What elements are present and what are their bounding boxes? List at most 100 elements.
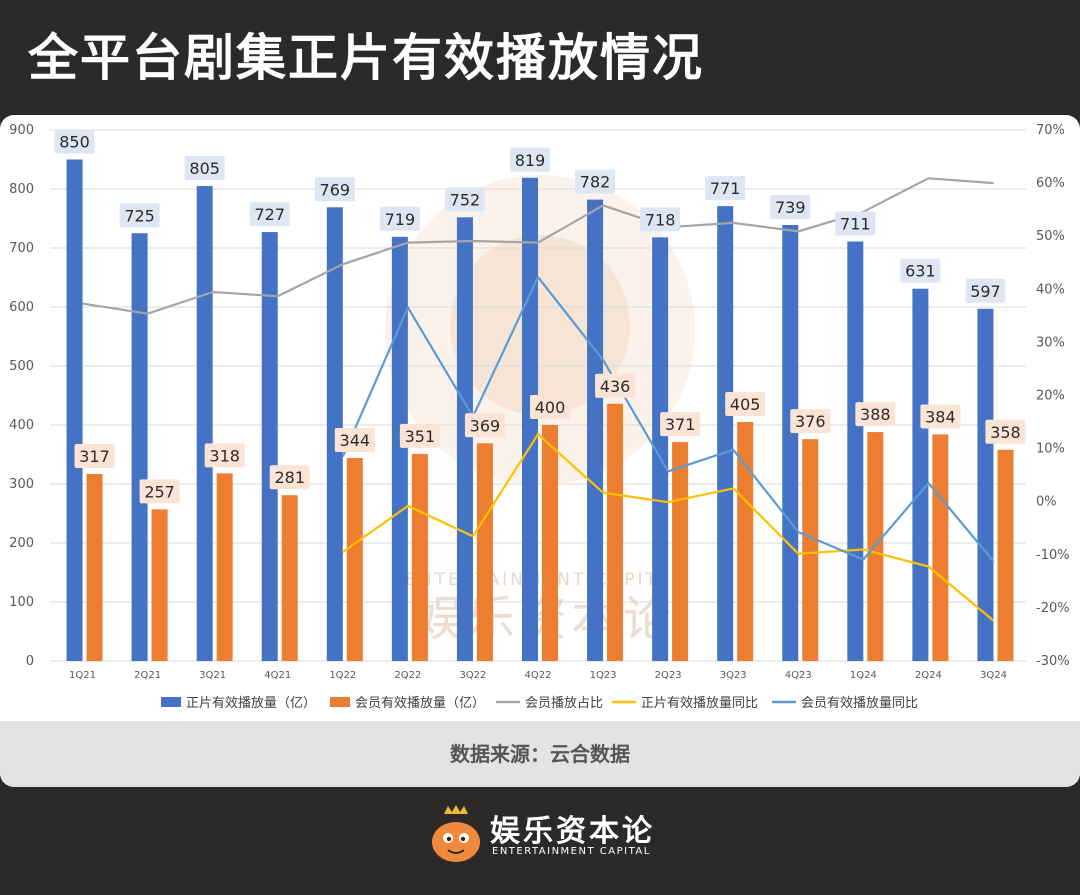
chart-card: ENTERTAINMENT CAPITAL 娱乐资本论 010020030040…: [0, 115, 1080, 787]
bar-member: [281, 495, 298, 661]
right-axis-tick: 70%: [1036, 123, 1065, 138]
x-axis-tick: 2Q22: [394, 670, 421, 681]
legend-swatch: [161, 697, 181, 707]
data-label: 371: [665, 415, 696, 434]
data-label: 850: [59, 133, 90, 152]
data-label-bg: [855, 402, 896, 427]
data-label-bg: [575, 169, 616, 194]
page-title: 全平台剧集正片有效播放情况: [28, 29, 704, 87]
bar-member: [216, 473, 233, 661]
data-label-bg: [464, 413, 505, 438]
bar-total: [66, 159, 83, 661]
data-label-bg: [249, 202, 290, 227]
x-axis-tick: 1Q21: [69, 670, 96, 681]
legend-label: 会员有效播放量（亿）: [355, 696, 485, 711]
combo-chart: ENTERTAINMENT CAPITAL 娱乐资本论 010020030040…: [9, 123, 1070, 711]
left-axis-tick: 400: [9, 418, 34, 433]
left-axis-tick: 0: [26, 654, 34, 669]
left-axis-tick: 100: [9, 595, 34, 610]
bar-member: [476, 443, 493, 661]
data-label: 782: [580, 173, 611, 192]
series-line-3: [342, 433, 995, 622]
data-label: 257: [144, 482, 175, 501]
data-label: 376: [795, 412, 826, 431]
right-axis-tick: -20%: [1036, 601, 1070, 616]
x-axis-tick: 2Q21: [134, 670, 161, 681]
data-label-bg: [379, 206, 420, 231]
data-label: 384: [925, 407, 956, 426]
x-axis-tick: 4Q21: [264, 670, 291, 681]
data-label: 771: [710, 179, 741, 198]
bar-total: [652, 237, 669, 661]
x-axis-tick: 2Q23: [655, 670, 682, 681]
x-axis-tick: 1Q22: [329, 670, 356, 681]
data-label: 725: [124, 206, 155, 225]
bar-total: [261, 232, 278, 661]
data-label: 318: [209, 446, 240, 465]
bar-total: [131, 233, 148, 661]
data-label-bg: [595, 373, 636, 398]
data-label-bg: [530, 395, 570, 419]
bar-total: [717, 206, 734, 662]
data-label-bg: [510, 147, 550, 172]
data-label: 769: [320, 180, 351, 199]
series-line-4: [341, 276, 995, 562]
data-label-bg: [314, 177, 355, 202]
data-label-bg: [334, 428, 375, 453]
bar-total: [456, 217, 473, 661]
data-label-bg: [965, 278, 1006, 303]
source-note: 数据来源：云合数据: [0, 721, 1080, 787]
legend-label: 会员播放占比: [525, 696, 603, 711]
data-label-bg: [74, 443, 115, 468]
bar-total: [782, 224, 799, 661]
bar-member: [86, 473, 103, 661]
bar-total: [196, 186, 213, 662]
left-axis-tick: 300: [9, 477, 34, 492]
data-label: 358: [990, 423, 1021, 442]
data-label: 631: [905, 262, 936, 281]
left-axis-tick: 900: [9, 123, 34, 138]
right-axis-tick: 40%: [1036, 282, 1065, 297]
data-label-bg: [660, 412, 701, 437]
bar-member: [346, 458, 363, 661]
data-label-bg: [204, 443, 245, 468]
right-axis-tick: 60%: [1036, 176, 1065, 191]
bar-total: [522, 177, 538, 661]
bar-total: [587, 199, 604, 661]
bar-member: [932, 434, 949, 661]
mascot-logo-icon: [432, 805, 480, 862]
data-label: 344: [340, 431, 371, 450]
brand-footer: 娱乐资本论 ENTERTAINMENT CAPITAL: [426, 800, 666, 872]
data-label-bg: [54, 129, 95, 154]
bar-member: [151, 509, 168, 661]
left-axis-tick: 700: [9, 241, 34, 256]
bar-member: [997, 449, 1014, 661]
data-label-bg: [269, 465, 310, 490]
data-label: 405: [730, 395, 761, 414]
data-label-bg: [640, 207, 681, 232]
data-label-bg: [920, 404, 961, 429]
left-axis-tick: 600: [9, 300, 34, 315]
data-label: 752: [450, 190, 481, 209]
brand-name: 娱乐资本论: [490, 814, 655, 849]
x-axis-tick: 3Q23: [720, 670, 747, 681]
data-label: 351: [405, 427, 436, 446]
bar-member: [672, 442, 689, 661]
x-axis-tick: 3Q24: [980, 670, 1007, 681]
legend-swatch: [330, 697, 350, 707]
data-label: 711: [840, 215, 871, 234]
bar-member: [542, 425, 558, 661]
right-axis-tick: 0%: [1036, 495, 1057, 510]
right-axis-tick: 30%: [1036, 335, 1065, 350]
right-axis-tick: 10%: [1036, 442, 1065, 457]
right-axis-tick: -10%: [1036, 548, 1070, 563]
data-label-bg: [985, 419, 1026, 444]
bar-member: [737, 422, 754, 661]
left-axis-tick: 500: [9, 359, 34, 374]
bar-total: [912, 288, 929, 661]
data-label-bg: [705, 176, 746, 201]
data-label-bg: [444, 187, 485, 212]
data-label-bg: [725, 392, 766, 417]
right-axis-tick: 20%: [1036, 389, 1065, 404]
data-label-bg: [184, 156, 225, 181]
